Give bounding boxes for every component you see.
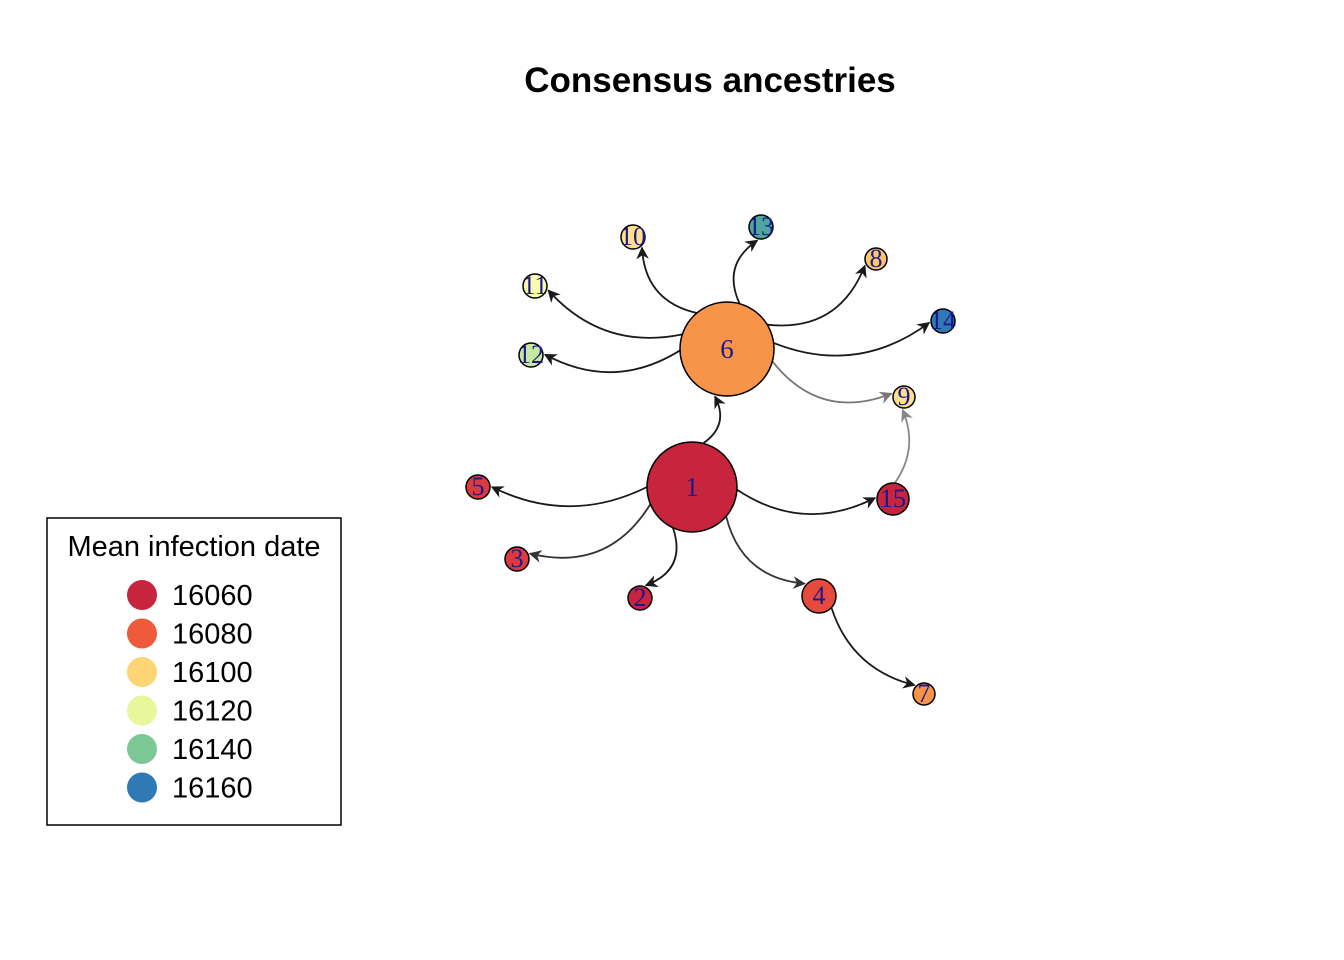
node-12: 12 <box>518 340 544 369</box>
node-7: 7 <box>912 679 936 708</box>
legend-label: 16080 <box>172 619 253 651</box>
legend-box <box>46 517 342 826</box>
node-5-label: 5 <box>472 472 485 501</box>
edge-6-to-14 <box>773 322 931 357</box>
legend-swatch <box>127 657 157 687</box>
node-2: 2 <box>627 583 653 612</box>
edges-layer <box>490 239 931 689</box>
node-14: 14 <box>930 306 956 335</box>
node-12-label: 12 <box>518 340 544 369</box>
edge-6-to-11 <box>547 289 683 339</box>
edge-1-to-2 <box>644 527 678 588</box>
node-10-label: 10 <box>620 222 646 251</box>
node-9-circle <box>892 385 916 409</box>
legend-item: 16080 <box>127 618 253 651</box>
node-15: 15 <box>876 482 910 516</box>
node-8: 8 <box>864 244 888 273</box>
edge-1-to-15 <box>736 488 877 516</box>
edge-6-to-10 <box>636 246 697 314</box>
node-13-label: 13 <box>748 212 774 241</box>
node-14-circle <box>930 308 956 334</box>
legend-item: 16060 <box>127 580 253 612</box>
edge-1-to-3 <box>528 503 652 563</box>
node-5: 5 <box>465 472 491 501</box>
node-12-circle <box>518 342 544 368</box>
edge-1-to-5 <box>490 486 648 508</box>
node-9-label: 9 <box>898 382 911 411</box>
node-14-label: 14 <box>930 306 956 335</box>
edge-6-to-9 <box>771 360 893 404</box>
node-10-circle <box>620 224 646 250</box>
legend-swatch <box>127 618 157 649</box>
legend-label: 16100 <box>172 657 253 689</box>
node-7-label: 7 <box>918 679 931 708</box>
node-8-label: 8 <box>870 244 883 273</box>
node-15-circle <box>876 482 910 516</box>
legend-label: 16140 <box>172 734 253 766</box>
node-11: 11 <box>522 271 548 300</box>
node-1-label: 1 <box>685 472 699 502</box>
node-11-label: 11 <box>522 271 547 300</box>
legend-swatch <box>127 734 157 764</box>
node-2-circle <box>627 585 653 611</box>
node-6-circle <box>679 301 775 397</box>
node-13-circle <box>748 214 774 240</box>
edge-6-to-13 <box>732 239 759 305</box>
edge-6-to-12 <box>543 349 681 374</box>
legend-item: 16120 <box>127 695 253 728</box>
legend-label: 16160 <box>172 773 253 805</box>
edge-1-to-6 <box>702 395 726 445</box>
edge-6-to-8 <box>767 264 867 327</box>
legend-item: 16160 <box>127 772 253 805</box>
node-4: 4 <box>801 578 837 614</box>
node-5-circle <box>465 474 491 500</box>
legend-title: Mean infection date <box>67 531 320 563</box>
node-10: 10 <box>620 222 646 251</box>
node-3-label: 3 <box>511 544 524 573</box>
node-15-label: 15 <box>880 484 906 513</box>
legend-swatch <box>127 772 157 803</box>
legend-swatch <box>127 695 157 726</box>
legend: Mean infection date 16060 16080 16100 16120… <box>46 517 342 826</box>
node-1-circle <box>646 441 738 533</box>
node-3-circle <box>504 546 530 572</box>
diagram-title: Consensus ancestries <box>524 61 896 100</box>
edge-1-to-4 <box>725 516 806 589</box>
node-2-label: 2 <box>634 583 647 612</box>
edge-4-to-7 <box>830 607 916 689</box>
node-13: 13 <box>748 212 774 241</box>
node-6-label: 6 <box>720 334 734 364</box>
legend-label: 16060 <box>172 580 253 612</box>
legend-label: 16120 <box>172 696 253 728</box>
node-4-label: 4 <box>813 581 826 610</box>
node-4-circle <box>801 578 837 614</box>
legend-swatch <box>127 580 157 610</box>
node-1: 1 <box>646 441 738 533</box>
node-6: 6 <box>679 301 775 397</box>
node-3: 3 <box>504 544 530 573</box>
edge-15-to-9 <box>893 408 913 484</box>
legend-item: 16140 <box>127 734 253 766</box>
node-9: 9 <box>892 382 916 411</box>
node-7-circle <box>912 682 936 706</box>
legend-item: 16100 <box>127 657 253 689</box>
node-8-circle <box>864 247 888 271</box>
legend-items: 16060 16080 16100 16120 16140 16160 <box>127 580 253 805</box>
node-11-circle <box>522 273 548 299</box>
